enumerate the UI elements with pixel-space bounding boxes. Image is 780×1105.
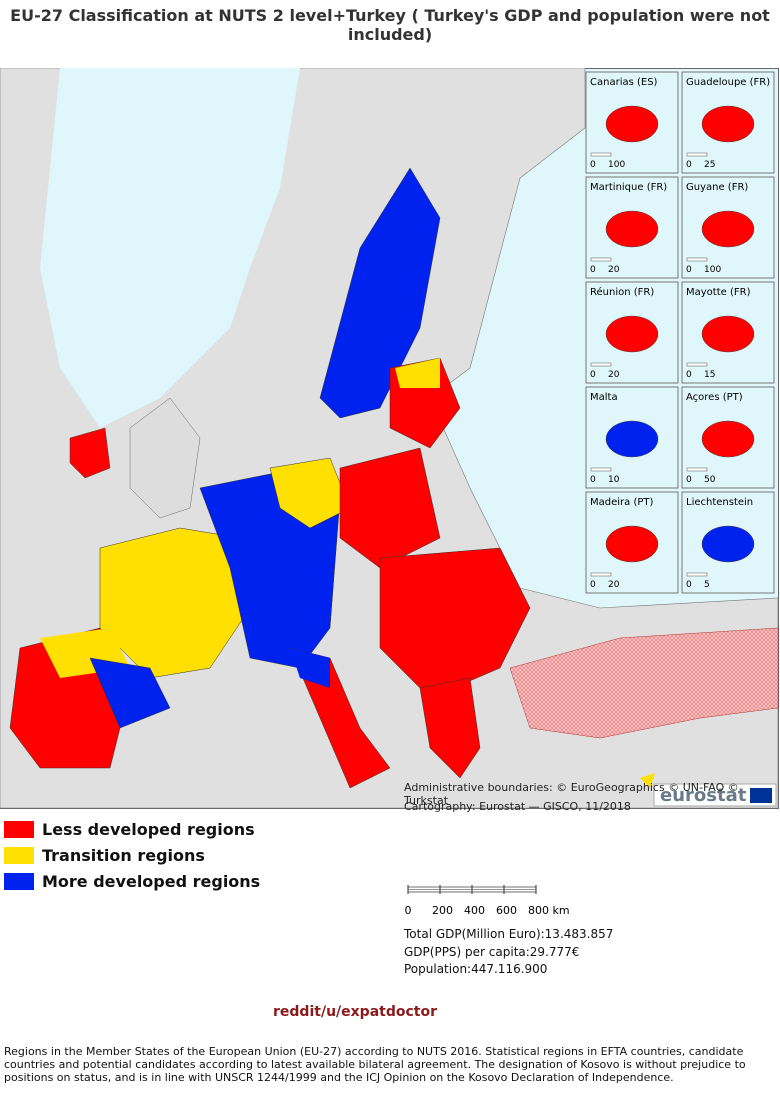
legend-label: More developed regions — [42, 871, 261, 891]
inset-label: Açores (PT) — [686, 392, 743, 403]
inset-scale-label: 0 — [686, 265, 692, 275]
legend-item: More developed regions — [4, 868, 260, 894]
footnote: Regions in the Member States of the Euro… — [4, 1045, 746, 1084]
inset-shape — [605, 525, 659, 563]
inset-shape — [701, 105, 755, 143]
legend-label: Less developed regions — [42, 819, 255, 839]
inset-scale-label: 0 — [686, 580, 692, 590]
inset-label: Mayotte (FR) — [686, 287, 751, 298]
inset-scale — [590, 257, 612, 262]
inset-scale-label: 0 — [590, 160, 596, 170]
legend-swatch — [4, 872, 34, 890]
inset-scale — [686, 152, 708, 157]
inset-scale — [686, 572, 708, 577]
scale-label: 600 — [496, 904, 517, 917]
inset-label: Guadeloupe (FR) — [686, 77, 770, 88]
inset-scale — [686, 362, 708, 367]
credit: Administrative boundaries: © EuroGeograp… — [404, 781, 739, 807]
inset-scale-label: 15 — [704, 370, 715, 380]
inset-shape — [605, 105, 659, 143]
inset-label: Madeira (PT) — [590, 497, 653, 508]
inset-scale-label: 50 — [704, 475, 716, 485]
inset-scale-label: 0 — [590, 370, 596, 380]
inset-label: Malta — [590, 392, 618, 403]
inset-scale-label: 0 — [590, 475, 596, 485]
inset-scale — [686, 467, 708, 472]
stat: GDP(PPS) per capita:29.777€ — [404, 945, 580, 959]
inset-shape — [701, 210, 755, 248]
inset-scale-label: 100 — [704, 265, 721, 275]
logo: eurostat — [660, 785, 747, 806]
inset-scale — [590, 572, 612, 577]
source: reddit/u/expatdoctor — [273, 1004, 437, 1020]
scale-bar: 0 200 400 600 800 km — [405, 885, 570, 917]
inset-scale-label: 10 — [608, 475, 620, 485]
legend-label: Transition regions — [42, 845, 205, 865]
inset-scale — [590, 362, 612, 367]
inset-label: Martinique (FR) — [590, 182, 667, 193]
scale-label: 800 km — [528, 904, 570, 917]
inset-label: Canarias (ES) — [590, 77, 658, 88]
inset-shape — [605, 315, 659, 353]
inset-shape — [701, 420, 755, 458]
inset-label: Guyane (FR) — [686, 182, 748, 193]
legend-item: Less developed regions — [4, 816, 260, 842]
inset-scale-label: 5 — [704, 580, 710, 590]
inset-scale-label: 0 — [590, 580, 596, 590]
inset-scale-label: 20 — [608, 580, 620, 590]
credit: Cartography: Eurostat — GISCO, 11/2018 — [404, 800, 631, 813]
inset-scale-label: 0 — [686, 370, 692, 380]
scale-label: 400 — [464, 904, 485, 917]
inset-scale-label: 0 — [686, 475, 692, 485]
inset-shape — [701, 315, 755, 353]
inset-scale-label: 25 — [704, 160, 715, 170]
inset-shape — [605, 210, 659, 248]
inset-scale-label: 20 — [608, 265, 620, 275]
inset-label: Liechtenstein — [686, 497, 753, 508]
scale-label: 0 — [405, 904, 412, 917]
stat: Total GDP(Million Euro):13.483.857 — [404, 927, 614, 941]
title: EU-27 Classification at NUTS 2 level+Tur… — [10, 6, 770, 44]
inset-scale-label: 20 — [608, 370, 620, 380]
inset-scale — [686, 257, 708, 262]
legend-item: Transition regions — [4, 842, 260, 868]
inset-scale-label: 100 — [608, 160, 625, 170]
inset-scale-label: 0 — [686, 160, 692, 170]
legend: Less developed regions Transition regions… — [4, 816, 260, 894]
inset-label: Réunion (FR) — [590, 286, 654, 298]
inset-shape — [605, 420, 659, 458]
inset-scale — [590, 152, 612, 157]
stat: Population:447.116.900 — [404, 962, 548, 976]
scale-label: 200 — [432, 904, 453, 917]
legend-swatch — [4, 820, 34, 838]
inset-shape — [701, 525, 755, 563]
legend-swatch — [4, 846, 34, 864]
inset-scale — [590, 467, 612, 472]
inset-scale-label: 0 — [590, 265, 596, 275]
